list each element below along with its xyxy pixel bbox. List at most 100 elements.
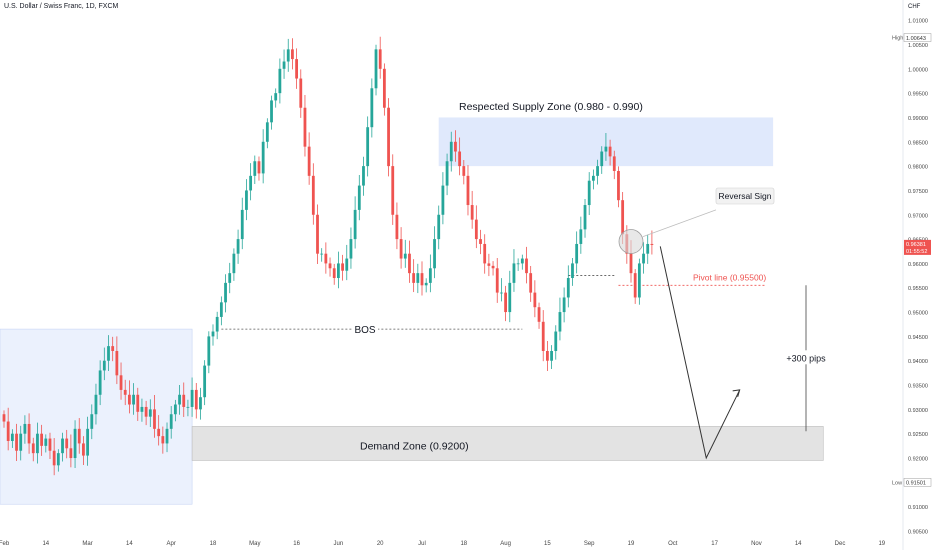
candle[interactable] [345, 244, 349, 281]
candle[interactable] [219, 296, 223, 326]
candle[interactable] [311, 163, 315, 225]
candle[interactable] [274, 88, 278, 108]
candle[interactable] [2, 410, 6, 428]
candle[interactable] [391, 154, 395, 225]
candle[interactable] [61, 432, 64, 462]
candle[interactable] [495, 257, 499, 303]
candle[interactable] [408, 240, 411, 283]
candle[interactable] [474, 205, 478, 249]
candle[interactable] [303, 94, 307, 157]
candle[interactable] [102, 347, 106, 381]
candle[interactable] [608, 139, 612, 166]
candle[interactable] [316, 204, 319, 265]
candle[interactable] [637, 258, 641, 305]
candle[interactable] [90, 404, 94, 440]
candle[interactable] [6, 407, 10, 451]
candle[interactable] [504, 285, 507, 322]
candle[interactable] [575, 231, 579, 274]
candle[interactable] [454, 130, 457, 162]
candle[interactable] [403, 239, 407, 268]
candle[interactable] [512, 249, 516, 292]
candle[interactable] [483, 234, 487, 274]
candle[interactable] [332, 263, 336, 285]
candle[interactable] [370, 78, 374, 138]
candle[interactable] [387, 98, 390, 177]
candle[interactable] [525, 246, 528, 284]
candle[interactable] [487, 253, 491, 277]
candle[interactable] [445, 153, 449, 196]
candle[interactable] [69, 434, 73, 468]
candle[interactable] [633, 269, 637, 304]
candle[interactable] [199, 387, 202, 420]
candle[interactable] [516, 258, 520, 271]
candle[interactable] [374, 44, 378, 96]
demand-zone[interactable] [191, 426, 824, 461]
candle[interactable] [94, 383, 98, 425]
candle[interactable] [612, 150, 616, 180]
candle[interactable] [178, 385, 181, 415]
candle[interactable] [470, 190, 474, 229]
candle[interactable] [232, 248, 236, 281]
reversal-marker[interactable] [618, 229, 644, 254]
candle[interactable] [591, 169, 595, 190]
candle[interactable] [399, 227, 403, 269]
candle[interactable] [462, 159, 466, 185]
candle[interactable] [186, 399, 190, 417]
candle[interactable] [324, 242, 328, 274]
candle[interactable] [491, 261, 495, 276]
candle[interactable] [111, 336, 115, 362]
candle[interactable] [278, 58, 282, 104]
candle[interactable] [320, 248, 324, 262]
candle[interactable] [153, 394, 156, 438]
candle[interactable] [571, 257, 574, 286]
candle[interactable] [596, 159, 599, 185]
candle[interactable] [366, 116, 370, 177]
candle[interactable] [424, 278, 428, 293]
candle[interactable] [123, 379, 127, 406]
candle[interactable] [249, 163, 253, 201]
candle[interactable] [44, 434, 48, 453]
candle[interactable] [48, 432, 52, 459]
candle[interactable] [15, 423, 18, 462]
candle[interactable] [341, 254, 344, 281]
candle[interactable] [82, 436, 85, 465]
candle[interactable] [211, 324, 215, 346]
candle[interactable] [215, 311, 219, 340]
candle[interactable] [449, 131, 453, 172]
candle[interactable] [650, 230, 654, 255]
candle[interactable] [546, 341, 549, 372]
candle[interactable] [583, 199, 587, 238]
candle[interactable] [207, 331, 211, 374]
candle[interactable] [508, 270, 512, 323]
candle[interactable] [537, 302, 541, 329]
candle[interactable] [566, 265, 570, 308]
candle[interactable] [224, 274, 227, 313]
candle[interactable] [291, 38, 294, 70]
candle[interactable] [165, 422, 169, 453]
candle[interactable] [604, 132, 608, 161]
candle[interactable] [295, 48, 298, 89]
candle[interactable] [115, 336, 119, 385]
candle[interactable] [378, 36, 382, 79]
candle[interactable] [416, 263, 420, 294]
candle[interactable] [157, 415, 161, 446]
candle[interactable] [554, 325, 558, 360]
candle[interactable] [433, 226, 436, 279]
candle[interactable] [119, 362, 123, 400]
candle[interactable] [382, 63, 386, 116]
candle[interactable] [98, 360, 102, 406]
candle[interactable] [52, 438, 56, 476]
candle[interactable] [203, 360, 207, 406]
candle[interactable] [550, 345, 553, 370]
candle[interactable] [253, 155, 257, 185]
candle[interactable] [307, 132, 311, 185]
candle[interactable] [140, 398, 144, 422]
candle[interactable] [144, 400, 148, 426]
candle[interactable] [520, 254, 524, 270]
candle[interactable] [533, 280, 537, 318]
candle[interactable] [479, 229, 482, 255]
candle[interactable] [261, 129, 265, 184]
candle[interactable] [642, 242, 645, 274]
candle[interactable] [579, 216, 583, 254]
